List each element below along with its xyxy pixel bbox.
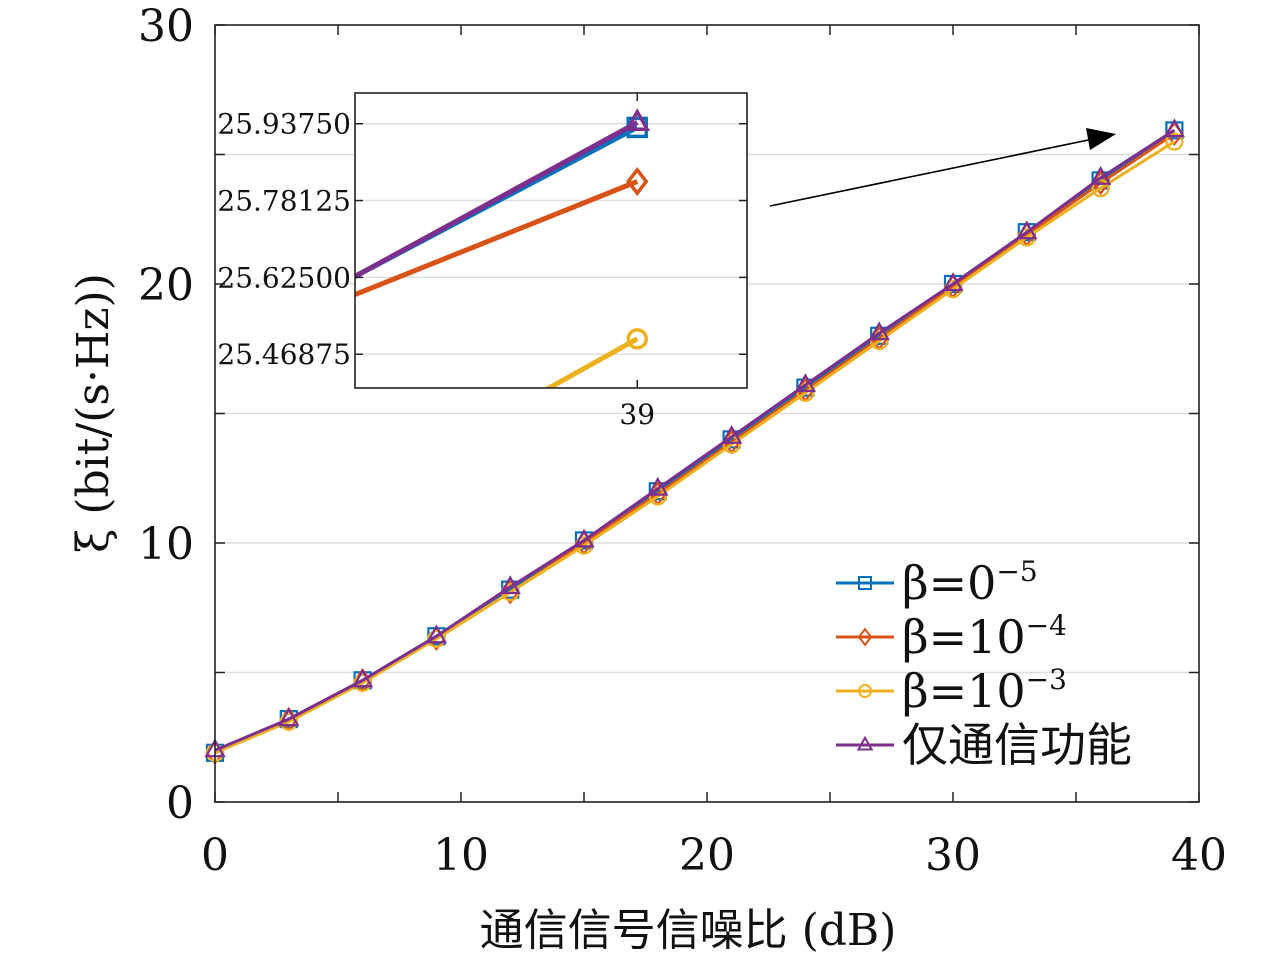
main-axes [214,24,1200,803]
y-tick-label: 10 [138,519,194,570]
legend-entry-1: β=0−5 [836,555,1038,610]
legend-label: β=10−3 [902,663,1067,718]
arrow-head [1086,128,1116,150]
data-point [868,321,890,341]
main-tick-labels: 0 10 20 30 40 0 10 20 30 [138,1,1227,881]
y-tick-label: 0 [166,778,194,829]
x-tick-label: 30 [925,830,981,881]
inset-y-tick-label: 25.78125 [217,185,351,218]
inset-y-tick-label: 25.93750 [217,108,351,141]
inset-x-tick-label: 39 [619,398,655,431]
x-tick-label: 40 [1171,830,1227,881]
data-point [425,624,448,644]
y-tick-label: 30 [138,1,194,52]
inset-marker-3 [626,328,648,350]
zoom-arrow [769,128,1116,207]
data-point [1091,179,1110,198]
data-point [720,424,743,444]
inset-marker-4 [624,108,651,131]
data-point [647,476,669,496]
x-tick-label: 0 [201,830,229,881]
data-point [278,707,300,727]
legend-entry-3: β=10−3 [836,663,1067,718]
legend-superscript: −4 [1026,609,1067,642]
inset-marker-2 [626,166,649,197]
legend-entry-4: 仅通信功能 [836,718,1132,772]
x-tick-label: 20 [679,830,735,881]
inset-zoom: 25.46875 25.62500 25.78125 25.93750 39 [217,92,748,431]
legend-entry-2: β=10−4 [836,609,1067,664]
legend-marker [857,627,873,647]
inset-background [355,93,747,388]
legend-label: β=0−5 [902,555,1038,610]
inset-series-line-3 [543,336,639,388]
x-tick-label: 10 [433,830,489,881]
series-line [214,128,1176,752]
main-series [204,118,1186,765]
data-point [1163,118,1186,138]
y-axis-label: ξ (bit/(s·Hz)) [68,273,119,553]
data-point [1165,132,1184,151]
legend-marker [856,735,874,751]
legend-marker [858,684,872,698]
inset-y-tick-label: 25.62500 [217,261,351,294]
inset-frame [354,92,748,389]
inset-series-line-2 [355,179,639,297]
legend-superscript: −5 [996,555,1037,588]
x-axis-label: 通信信号信噪比 (dB) [480,905,897,956]
data-point [942,272,964,292]
series-line [214,140,1176,755]
data-point [499,575,521,595]
arrow-shaft [769,137,1099,207]
inset-y-tick-label: 25.46875 [217,338,351,371]
data-point [351,668,374,688]
inset-series [355,120,639,388]
series-4 [204,118,1186,758]
legend-superscript: −3 [1026,663,1067,696]
legend-label: β=10−4 [902,609,1067,664]
y-tick-label: 20 [138,260,194,311]
data-point [1016,220,1038,240]
data-point [573,528,595,548]
data-point [1089,165,1112,185]
legend-marker [858,576,872,590]
data-point [794,373,817,393]
legend-label: 仅通信功能 [902,718,1132,772]
inset-series-line-4 [355,120,639,279]
